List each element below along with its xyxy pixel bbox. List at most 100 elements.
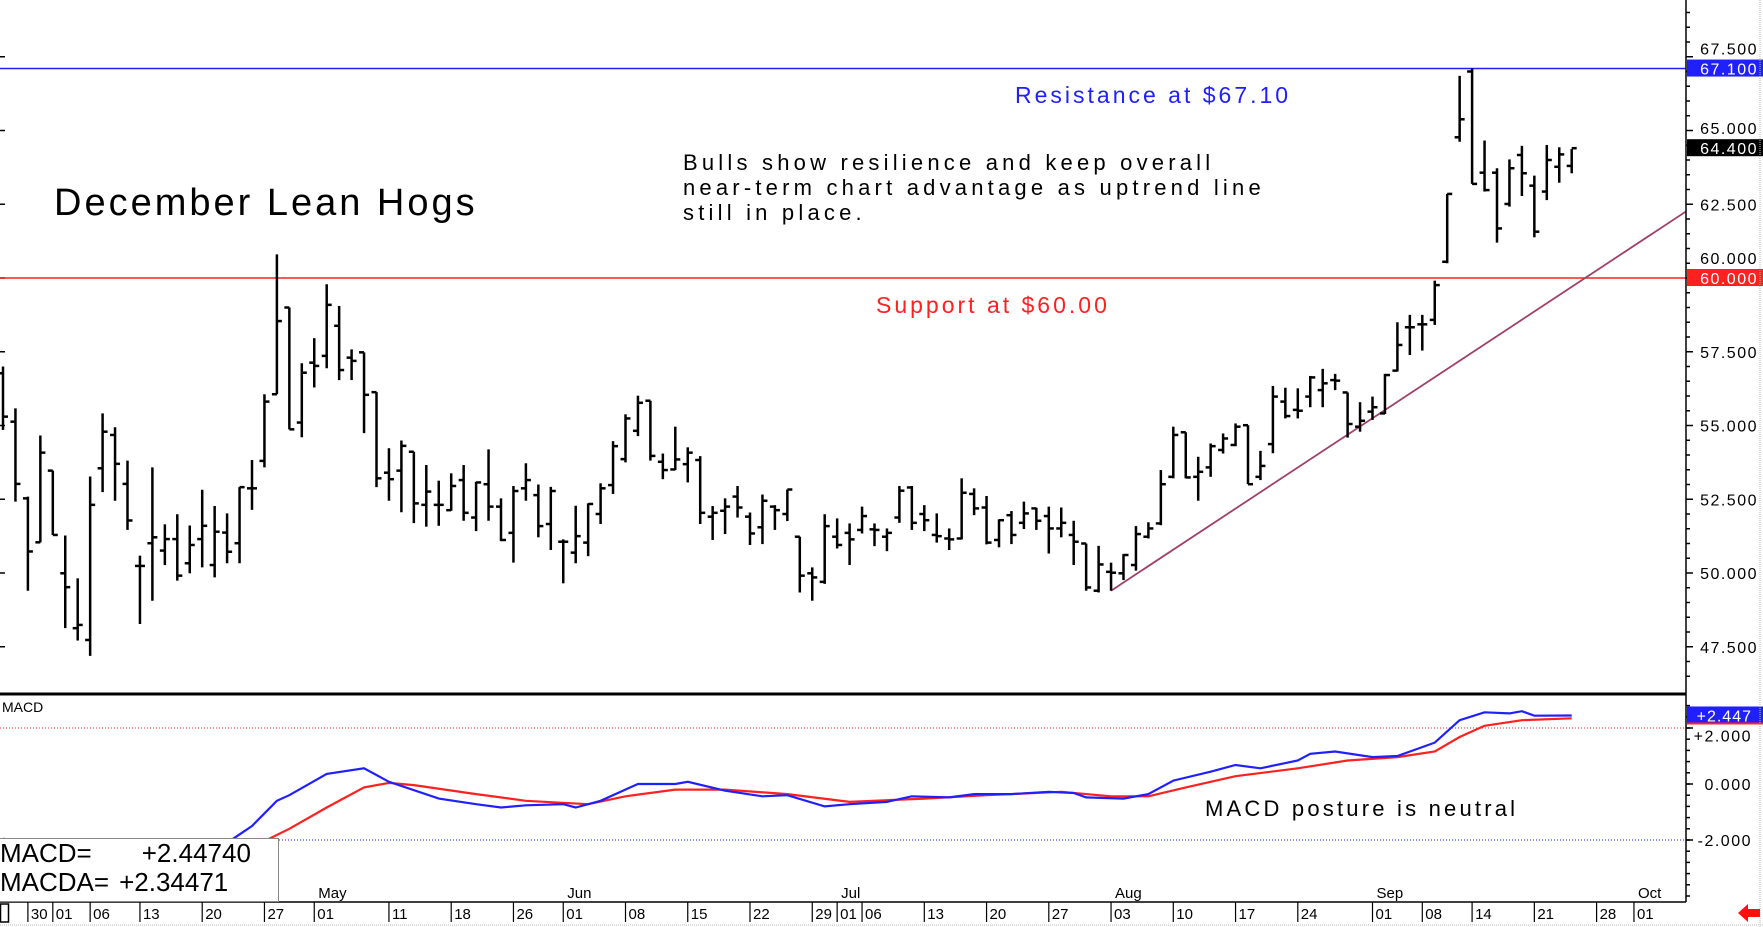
ohlc-bar xyxy=(595,483,606,525)
ohlc-bar xyxy=(745,512,755,545)
ohlc-bar xyxy=(346,349,357,381)
ohlc-bar xyxy=(944,528,955,550)
ohlc-bar xyxy=(1305,375,1316,408)
ohlc-bar xyxy=(234,485,245,564)
ohlc-bar xyxy=(172,514,183,581)
price-marker-box xyxy=(1687,59,1763,77)
ohlc-bar xyxy=(545,486,556,550)
ohlc-bar xyxy=(1367,396,1378,420)
x-day-label: 10 xyxy=(1176,906,1193,923)
ohlc-bar xyxy=(1317,368,1328,408)
ohlc-bar xyxy=(819,514,830,584)
annotation-line: Bulls show resilience and keep overall xyxy=(683,150,1215,175)
price-tick-label: 65.000 xyxy=(1700,121,1758,138)
ohlc-bar xyxy=(1379,373,1390,415)
ohlc-bar xyxy=(1417,314,1428,351)
ohlc-bar xyxy=(1554,147,1565,183)
macd-panel-label: MACD xyxy=(2,699,44,715)
scroll-left-arrow-icon xyxy=(1738,904,1760,922)
ohlc-bar xyxy=(782,488,793,522)
ohlc-bar xyxy=(60,535,71,629)
ohlc-bar xyxy=(259,394,270,468)
support-label: Support at $60.00 xyxy=(876,292,1110,318)
ohlc-bar xyxy=(222,513,233,564)
x-day-label: 01 xyxy=(1637,906,1654,923)
ohlc-bar xyxy=(769,505,780,530)
ohlc-bar xyxy=(471,481,482,532)
ohlc-bar xyxy=(1541,144,1552,201)
ohlc-bar xyxy=(1342,391,1353,438)
ohlc-bar xyxy=(1355,402,1366,432)
ohlc-bar xyxy=(695,456,706,525)
ohlc-bar xyxy=(271,254,282,396)
ohlc-bar xyxy=(558,539,569,584)
macda-readout-row: MACDA= +2.34471 xyxy=(0,868,278,897)
uptrend-line xyxy=(1110,210,1686,592)
ohlc-bar xyxy=(1255,450,1266,481)
ohlc-bar xyxy=(1205,443,1216,477)
ohlc-bar xyxy=(496,498,506,542)
price-marker-box xyxy=(1687,139,1763,157)
ohlc-bar xyxy=(359,351,370,434)
x-day-label: 15 xyxy=(691,906,708,923)
ohlc-bar xyxy=(720,498,731,535)
ohlc-bar xyxy=(1392,322,1403,372)
macd-readout-value: +2.44740 xyxy=(141,838,251,868)
x-day-label: 01 xyxy=(566,906,583,923)
ohlc-bar xyxy=(1056,507,1067,538)
x-month-label: Jul xyxy=(841,885,860,902)
ohlc-bar xyxy=(1492,168,1502,243)
x-day-label: 30 xyxy=(31,906,48,923)
x-day-label: 27 xyxy=(267,906,284,923)
ohlc-bar xyxy=(1031,507,1042,530)
ohlc-bar xyxy=(1168,426,1179,479)
macda-readout-value: +2.34471 xyxy=(119,867,229,897)
ohlc-bar xyxy=(483,449,494,521)
ohlc-bar xyxy=(10,408,21,502)
ohlc-bar xyxy=(47,469,58,537)
ohlc-bar xyxy=(1442,192,1453,264)
ohlc-bar xyxy=(371,390,382,488)
macd-marker-label: +2.447 xyxy=(1697,708,1752,725)
ohlc-bar xyxy=(296,363,307,438)
ohlc-bar xyxy=(857,506,868,534)
price-marker-label: 60.000 xyxy=(1700,271,1758,288)
ohlc-bar xyxy=(994,518,1004,548)
ohlc-bar xyxy=(1230,423,1241,447)
ohlc-bar xyxy=(844,523,855,566)
ohlc-bar xyxy=(757,494,768,545)
price-bars xyxy=(0,68,1577,656)
ohlc-bar xyxy=(645,399,656,461)
price-tick-label: 50.000 xyxy=(1700,566,1758,583)
price-marker-box xyxy=(1687,269,1763,286)
ohlc-bar xyxy=(794,535,805,593)
x-day-label: 11 xyxy=(392,906,408,923)
ohlc-bar xyxy=(35,435,46,544)
ohlc-bar xyxy=(1454,75,1465,142)
ohlc-bar xyxy=(110,427,121,501)
x-day-label: 06 xyxy=(93,906,110,923)
x-month-label: Aug xyxy=(1115,885,1142,902)
ohlc-bar xyxy=(608,441,619,494)
ohlc-bar xyxy=(1280,387,1291,419)
x-day-label: 08 xyxy=(1425,906,1442,923)
ohlc-bar xyxy=(894,485,905,523)
ohlc-bar xyxy=(421,465,432,527)
ohlc-bar xyxy=(969,488,980,516)
ohlc-bar xyxy=(197,489,208,568)
ohlc-bar xyxy=(1180,431,1191,479)
ohlc-bar xyxy=(906,485,917,530)
ohlc-bar xyxy=(1330,373,1341,391)
ohlc-bar xyxy=(1404,314,1415,355)
x-day-label: 27 xyxy=(1052,906,1069,923)
ohlc-bar xyxy=(334,306,345,381)
x-day-label: 06 xyxy=(865,906,882,923)
resistance-label: Resistance at $67.10 xyxy=(1015,82,1292,108)
macd-note: MACD posture is neutral xyxy=(1205,796,1519,821)
x-month-label: Oct xyxy=(1638,885,1662,902)
price-marker-label: 64.400 xyxy=(1700,141,1758,158)
ohlc-bar xyxy=(869,523,880,547)
ohlc-bar xyxy=(583,502,594,557)
